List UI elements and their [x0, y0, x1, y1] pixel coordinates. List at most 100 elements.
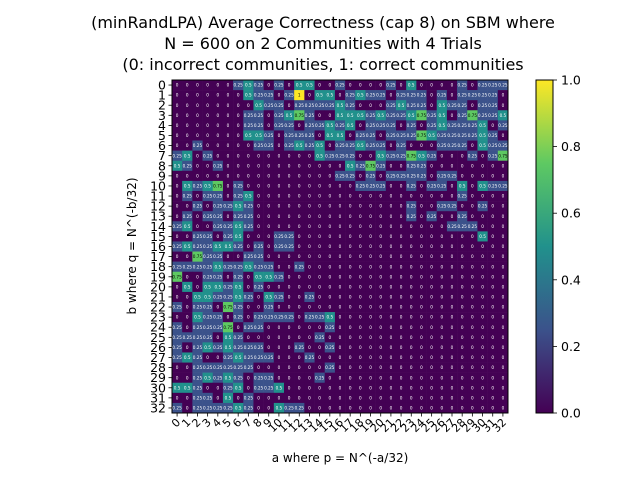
cell-value-label: 0	[451, 295, 454, 300]
cell-value-label: 0	[481, 385, 484, 390]
cell-value-label: 0	[471, 254, 474, 259]
y-tick-label: 8	[158, 158, 166, 173]
cell-value-label: 0.25	[274, 295, 284, 300]
cell-value-label: 0	[328, 395, 331, 400]
heatmap-cell	[273, 251, 285, 262]
heatmap-cell	[396, 291, 407, 303]
heatmap-cell	[396, 231, 407, 242]
cell-value-label: 0	[430, 173, 433, 178]
cell-value-label: 0.25	[193, 335, 203, 340]
heatmap-cell	[334, 271, 346, 283]
cell-value-label: 0	[379, 254, 382, 259]
heatmap-cell	[222, 241, 234, 252]
heatmap-cell	[334, 130, 346, 141]
cell-value-label: 0.25	[234, 305, 244, 310]
y-tick-label: 27	[150, 350, 166, 365]
heatmap-cell	[365, 281, 376, 293]
heatmap-cell	[396, 201, 407, 212]
cell-value-label: 0.25	[203, 406, 213, 411]
heatmap-cell	[284, 100, 295, 111]
heatmap-cell	[304, 100, 315, 111]
heatmap-cell	[375, 392, 387, 404]
cell-value-label: 0.25	[234, 214, 244, 219]
cell-value-label: 0	[451, 153, 454, 158]
heatmap-cell	[253, 110, 264, 121]
heatmap-cell	[416, 211, 427, 222]
heatmap-cell	[355, 211, 366, 222]
cell-value-label: 0	[390, 274, 393, 279]
heatmap-cell	[406, 332, 417, 343]
cell-value-label: 0	[461, 305, 464, 310]
heatmap-cell	[365, 120, 376, 131]
cell-value-label: 0	[318, 184, 321, 189]
cell-value-label: 0	[176, 375, 179, 380]
heatmap-cell	[294, 352, 305, 363]
cell-value-label: 0	[257, 295, 260, 300]
heatmap-cell	[233, 322, 244, 333]
heatmap-cell	[487, 191, 499, 202]
cell-value-label: 0	[481, 355, 484, 360]
cell-value-label: 0	[451, 274, 454, 279]
heatmap-cell	[355, 302, 366, 313]
cell-value-label: 0	[440, 395, 443, 400]
heatmap-cell	[446, 100, 458, 111]
heatmap-cell	[487, 382, 499, 394]
heatmap-cell	[345, 100, 356, 111]
heatmap-cell	[253, 90, 264, 101]
heatmap-cell	[222, 402, 234, 414]
heatmap-cell	[314, 362, 326, 373]
cell-value-label: 0	[471, 264, 474, 269]
heatmap-cell	[314, 110, 326, 121]
heatmap-cell	[324, 110, 336, 121]
cell-value-label: 0.25	[396, 143, 406, 148]
cell-value-label: 0	[339, 406, 342, 411]
heatmap-cells	[172, 80, 509, 414]
heatmap-cell	[436, 251, 448, 262]
heatmap-cell	[253, 342, 264, 353]
heatmap-cell	[375, 322, 387, 333]
cell-value-label: 0.25	[488, 143, 498, 148]
heatmap-cell	[416, 342, 427, 353]
cell-value-label: 0	[359, 264, 362, 269]
heatmap-cell	[273, 241, 285, 252]
cell-value-label: 0	[176, 295, 179, 300]
cell-value-label: 0.25	[244, 224, 254, 229]
cell-value-label: 0.25	[213, 204, 223, 209]
cell-value-label: 0	[257, 305, 260, 310]
heatmap-cell	[182, 90, 193, 101]
heatmap-cell	[243, 211, 254, 222]
cell-value-label: 0.5	[408, 113, 415, 118]
cell-value-label: 0	[461, 163, 464, 168]
cell-value-label: 0	[339, 204, 342, 209]
cell-value-label: 0.25	[213, 325, 223, 330]
heatmap-cell	[355, 150, 366, 162]
cell-value-label: 0	[451, 315, 454, 320]
cell-value-label: 0	[410, 295, 413, 300]
heatmap-cell	[182, 201, 193, 212]
heatmap-cell	[416, 291, 427, 303]
heatmap-cell	[273, 302, 285, 313]
cell-value-label: 0.25	[193, 345, 203, 350]
cell-value-label: 0	[430, 335, 433, 340]
cell-value-label: 0.25	[458, 83, 468, 88]
heatmap-cell	[487, 100, 499, 111]
cell-value-label: 0	[257, 194, 260, 199]
cell-value-label: 0.25	[427, 153, 437, 158]
cell-value-label: 0	[176, 284, 179, 289]
cell-value-label: 0	[491, 295, 494, 300]
heatmap-cell	[284, 402, 295, 414]
cell-value-label: 0	[420, 224, 423, 229]
heatmap-cell	[477, 160, 488, 172]
cell-value-label: 0.25	[254, 284, 264, 289]
heatmap-cell	[467, 180, 478, 192]
cell-value-label: 0	[278, 224, 281, 229]
cell-value-label: 0	[369, 234, 372, 239]
heatmap-cell	[396, 332, 407, 343]
cell-value-label: 0.25	[396, 133, 406, 138]
heatmap-cell	[365, 271, 376, 283]
heatmap-cell	[233, 80, 244, 91]
heatmap-cell	[334, 281, 346, 293]
cell-value-label: 0	[328, 375, 331, 380]
cell-value-label: 0	[247, 274, 250, 279]
cell-value-label: 0	[359, 365, 362, 370]
